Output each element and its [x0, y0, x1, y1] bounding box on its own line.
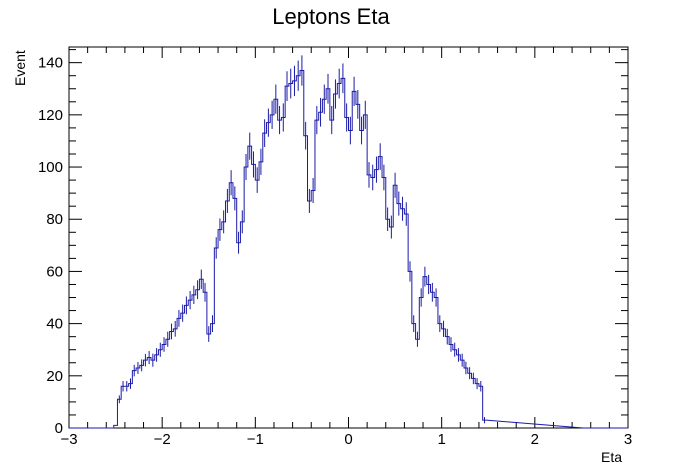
y-axis-ticks: [69, 49, 628, 429]
x-axis-tick-labels: −3 −2 −1 0 1 2 3: [60, 431, 632, 448]
x-tick-label: −3: [60, 431, 77, 448]
y-tick-label: 0: [55, 420, 63, 437]
x-tick-label: −2: [154, 431, 171, 448]
x-tick-label: 0: [344, 431, 352, 448]
y-tick-label: 60: [46, 263, 63, 280]
x-axis-label: Eta: [601, 449, 622, 465]
x-tick-label: 3: [624, 431, 632, 448]
y-tick-label: 20: [46, 368, 63, 385]
y-tick-label: 40: [46, 316, 63, 333]
y-tick-label: 80: [46, 211, 63, 228]
y-tick-label: 100: [38, 159, 63, 176]
chart-title: Leptons Eta: [272, 4, 390, 29]
y-tick-label: 140: [38, 55, 63, 72]
y-axis-tick-labels: 0 20 40 60 80 100 120 140: [38, 55, 63, 437]
histogram-series-line: [69, 69, 628, 429]
error-bars: [118, 55, 486, 424]
x-tick-label: 2: [531, 431, 539, 448]
x-axis-ticks: [68, 47, 629, 428]
y-tick-label: 120: [38, 107, 63, 124]
x-tick-label: 1: [437, 431, 445, 448]
y-axis-label: Event: [12, 50, 28, 86]
x-tick-label: −1: [247, 431, 264, 448]
